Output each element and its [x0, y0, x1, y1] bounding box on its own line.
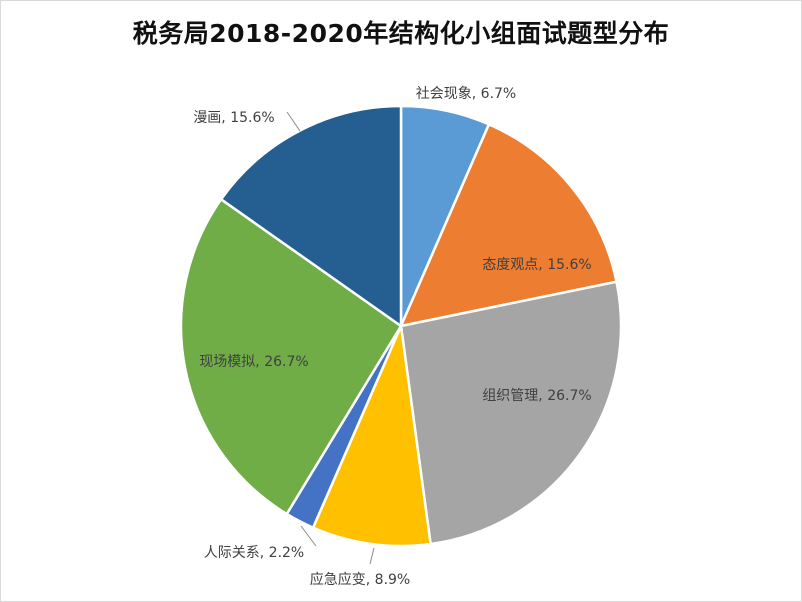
leader-line-7	[286, 111, 301, 132]
leader-line-4	[369, 547, 375, 565]
data-label-2: 态度观点, 15.6%	[482, 257, 591, 273]
data-label-7: 漫画, 15.6%	[193, 110, 274, 126]
data-label-3: 组织管理, 26.7%	[482, 388, 591, 404]
data-label-4: 应急应变, 8.9%	[310, 571, 410, 588]
data-label-1: 社会现象, 6.7%	[416, 86, 516, 102]
data-label-5: 人际关系, 2.2%	[204, 545, 304, 561]
pie-slice-6	[179, 198, 403, 516]
pie-slice-2	[399, 123, 618, 328]
data-label-6: 现场模拟, 26.7%	[199, 354, 308, 370]
leader-line-5	[300, 525, 317, 547]
pie-slice-4	[311, 324, 432, 548]
chart-title: 税务局2018-2020年结构化小组面试题型分布	[132, 19, 670, 48]
pie-slice-3	[399, 280, 623, 546]
